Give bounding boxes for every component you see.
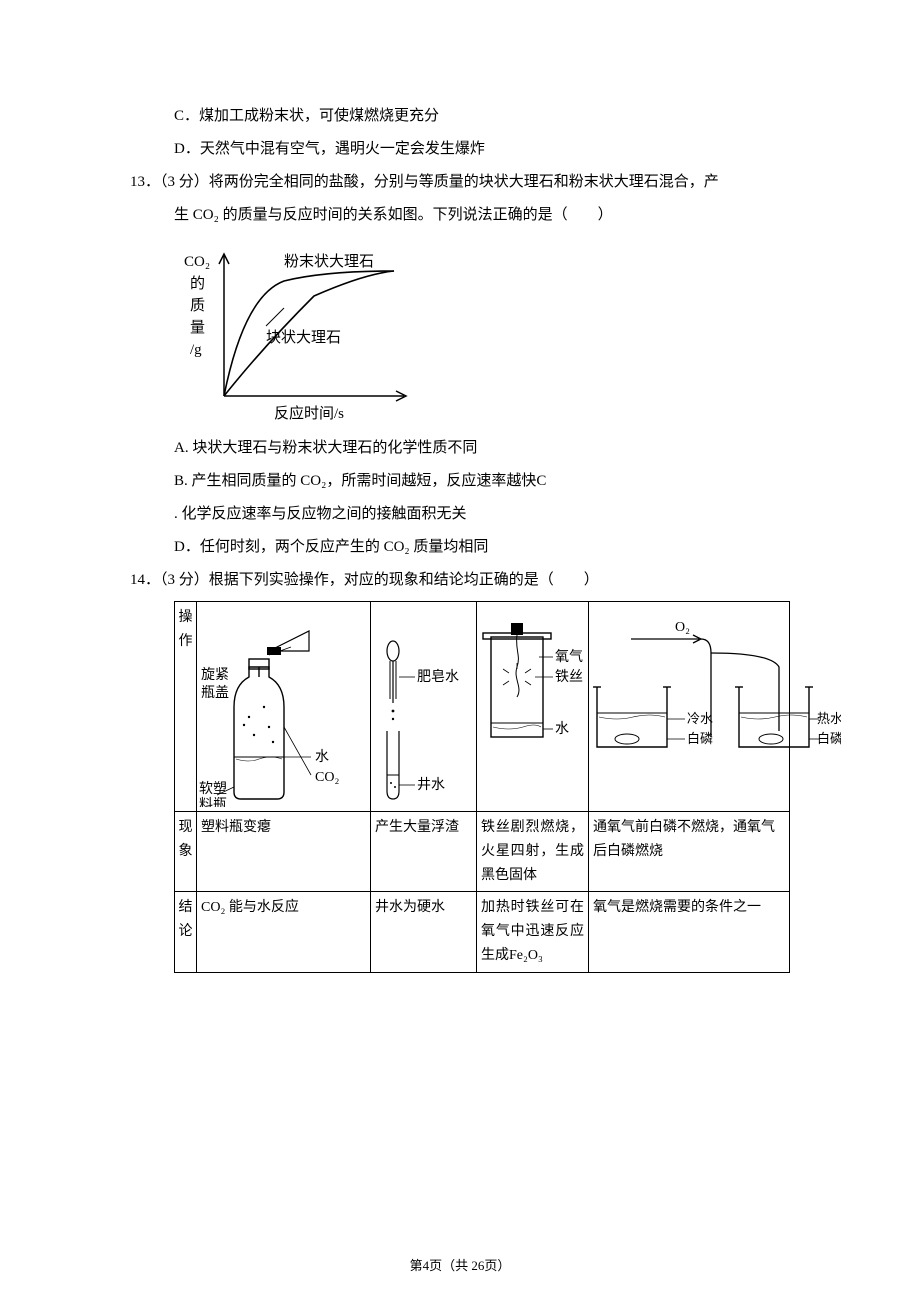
- svg-text:CO₂: CO₂: [315, 770, 339, 785]
- svg-text:冷水: 冷水: [687, 711, 713, 726]
- svg-text:铁丝: 铁丝: [555, 669, 583, 685]
- q12-option-d: D．天然气中混有空气，遇明火一定会发生爆炸: [130, 133, 790, 166]
- q14-table: 操作: [174, 601, 790, 973]
- exam-page: C．煤加工成粉末状，可使煤燃烧更充分 D．天然气中混有空气，遇明火一定会发生爆炸…: [0, 0, 920, 1301]
- svg-text:旋紧: 旋紧: [201, 667, 229, 683]
- svg-text:氧气: 氧气: [555, 649, 583, 665]
- svg-text:量: 量: [190, 320, 205, 336]
- rowhdr-op: 操作: [175, 602, 197, 812]
- q14: 14．（3 分）根据下列实验操作，对应的现象和结论均正确的是（ ） 操作: [130, 564, 790, 973]
- ylabel-co2: CO₂: [184, 254, 210, 270]
- svg-text:水: 水: [315, 749, 329, 765]
- q14-number: 14．（3 分）: [130, 564, 209, 597]
- q13-option-d: D．任何时刻，两个反应产生的 CO₂ 质量均相同: [130, 531, 790, 564]
- svg-text:料瓶: 料瓶: [199, 797, 227, 807]
- xlabel: 反应时间/s: [274, 404, 344, 422]
- q13-stem-line1: 13．（3 分）将两份完全相同的盐酸，分别与等质量的块状大理石和粉末状大理石混合…: [130, 166, 790, 199]
- svg-text:白磷: 白磷: [687, 731, 713, 746]
- q13-option-b: B. 产生相同质量的 CO₂，所需时间越短，反应速率越快C: [130, 465, 790, 498]
- svg-text:白磷: 白磷: [817, 731, 841, 746]
- diagram-bottle: 旋紧 瓶盖 水 CO₂ 软塑 料瓶: [197, 602, 371, 812]
- q13-option-c: . 化学反应速率与反应物之间的接触面积无关: [130, 498, 790, 531]
- diagram-iron-oxygen: 氧气 铁丝 水: [477, 602, 589, 812]
- q13-number: 13．（3 分）: [130, 166, 209, 199]
- con-a: CO₂ 能与水反应: [197, 892, 371, 972]
- con-c: 加热时铁丝可在氧气中迅速反应生成Fe₂O₃: [477, 892, 589, 972]
- q13-stem-line2: 生 CO₂ 的质量与反应时间的关系如图。下列说法正确的是（ ）: [130, 199, 790, 232]
- curve1-label: 粉末状大理石: [284, 253, 374, 270]
- curve2-label: 块状大理石: [266, 329, 341, 346]
- q13-stem1: 将两份完全相同的盐酸，分别与等质量的块状大理石和粉末状大理石混合，产: [209, 166, 719, 199]
- con-d: 氧气是燃烧需要的条件之一: [589, 892, 790, 972]
- svg-text:肥皂水: 肥皂水: [417, 669, 459, 685]
- svg-text:的: 的: [190, 275, 205, 292]
- svg-text:热水: 热水: [817, 711, 841, 726]
- q13-option-a: A. 块状大理石与粉末状大理石的化学性质不同: [130, 432, 790, 465]
- svg-text:瓶盖: 瓶盖: [201, 685, 229, 701]
- con-b: 井水为硬水: [371, 892, 477, 972]
- ph-b: 产生大量浮渣: [371, 812, 477, 892]
- svg-text:/g: /g: [190, 342, 202, 358]
- ph-d: 通氧气前白磷不燃烧，通氧气后白磷燃烧: [589, 812, 790, 892]
- q14-stem: 14．（3 分）根据下列实验操作，对应的现象和结论均正确的是（ ）: [130, 564, 790, 597]
- svg-text:水: 水: [555, 721, 569, 737]
- rowhdr-con: 结论: [175, 892, 197, 972]
- page-footer: 第4页（共 26页）: [0, 1252, 920, 1281]
- ph-c: 铁丝剧烈燃烧，火星四射，生成黑色固体: [477, 812, 589, 892]
- svg-text:软塑: 软塑: [199, 781, 227, 797]
- svg-text:O₂: O₂: [675, 620, 690, 635]
- q12-option-c: C．煤加工成粉末状，可使煤燃烧更充分: [130, 100, 790, 133]
- q13: 13．（3 分）将两份完全相同的盐酸，分别与等质量的块状大理石和粉末状大理石混合…: [130, 166, 790, 564]
- rowhdr-ph: 现象: [175, 812, 197, 892]
- q13-graph: CO₂ 的 质 量 /g 粉末状大理石 块状大理石 反应时间/s: [130, 236, 790, 426]
- ph-a: 塑料瓶变瘪: [197, 812, 371, 892]
- svg-text:井水: 井水: [417, 777, 445, 793]
- svg-text:质: 质: [190, 297, 205, 314]
- co2-time-graph: CO₂ 的 质 量 /g 粉末状大理石 块状大理石 反应时间/s: [174, 236, 434, 426]
- diagram-phosphorus: O₂: [589, 602, 790, 812]
- diagram-dropper: 肥皂水 井水: [371, 602, 477, 812]
